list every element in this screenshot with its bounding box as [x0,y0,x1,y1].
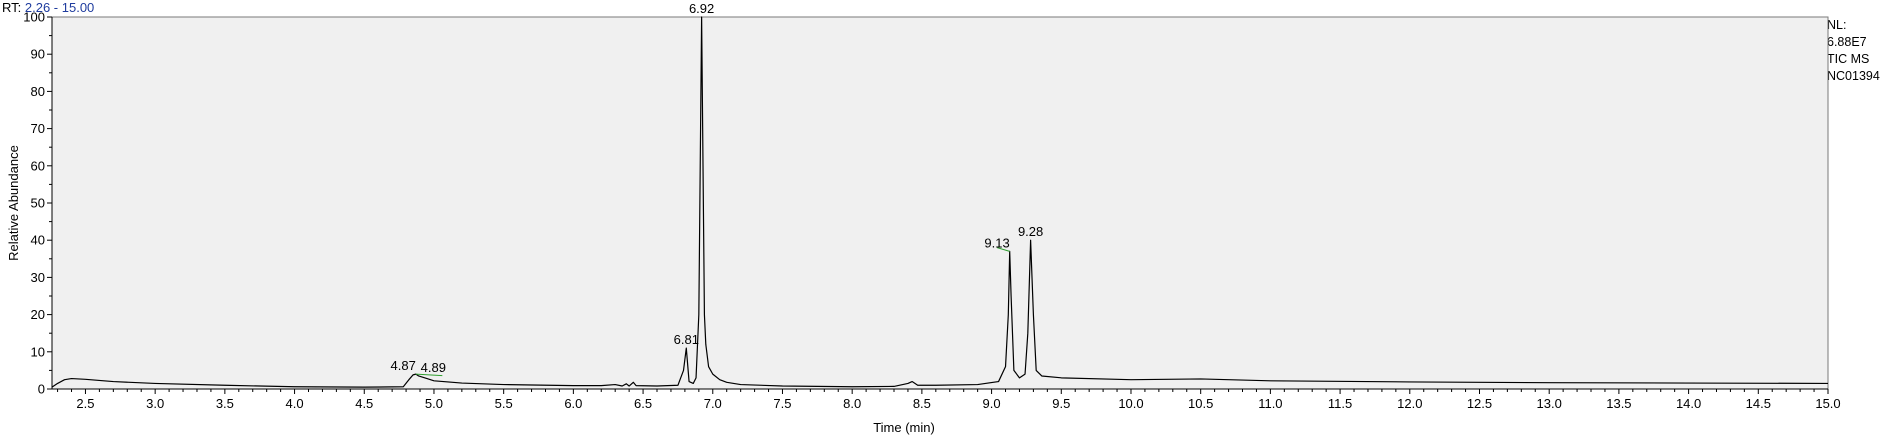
x-tick-label: 11.0 [1258,396,1282,411]
peak-labels: 4.87 4.89 6.81 6.92 9.13 9.28 [391,1,1044,375]
y-tick-label: 20 [31,307,45,322]
peak-label: 9.28 [1018,224,1043,239]
x-tick-label: 9.0 [983,396,1001,411]
x-axis-title: Time (min) [873,420,935,435]
baseline-marker [997,247,1010,252]
y-tick-label: 100 [23,10,45,25]
chromatogram-trace [51,16,1829,388]
y-tick-label: 50 [31,196,45,211]
x-axis: 2.5 3.0 3.5 4.0 4.5 5.0 5.5 6.0 6.5 7.0 7.5 8.0 8.5 9… [52,388,1841,411]
y-tick-label: 40 [31,233,45,248]
y-tick-label: 90 [31,47,45,62]
x-tick-label: 5.0 [425,396,443,411]
baseline-marker [415,373,443,377]
x-tick-label: 14.0 [1676,396,1701,411]
scan-filter: TIC MS [1827,52,1870,66]
peak-label: 6.81 [674,332,699,347]
x-tick-label: 15.0 [1815,396,1840,411]
x-tick-label: 13.5 [1606,396,1631,411]
x-tick-label: 3.0 [146,396,164,411]
x-tick-label: 4.5 [355,396,373,411]
plot-area [51,16,1829,390]
y-tick-label: 70 [31,121,45,136]
y-tick-label: 10 [31,344,45,359]
x-tick-label: 9.5 [1052,396,1070,411]
rt-range-value: 2.26 - 15.00 [24,0,95,15]
x-tick-label: 11.5 [1328,396,1352,411]
x-tick-label: 12.5 [1467,396,1492,411]
rt-prefix: RT: [2,0,22,15]
x-tick-label: 2.5 [76,396,94,411]
peak-label: 4.89 [421,360,446,375]
y-tick-label: 60 [31,158,45,173]
x-tick-label: 14.5 [1746,396,1771,411]
y-tick-label: 80 [31,84,45,99]
peak-label: 6.92 [689,1,714,16]
baseline-markers [415,247,1010,377]
x-tick-label: 5.5 [495,396,513,411]
peak-label: 4.87 [391,358,416,373]
nl-value: 6.88E7 [1827,35,1867,49]
traces [51,16,1829,388]
peak-label: 9.13 [984,235,1009,250]
x-tick-label: 6.5 [634,396,652,411]
x-tick-label: 7.5 [773,396,791,411]
normalization-level-info: NL: 6.88E7 TIC MS NC01394 [1827,17,1880,85]
x-tick-label: 10.5 [1188,396,1213,411]
x-tick-label: 3.5 [216,396,234,411]
y-tick-label: 0 [38,382,45,397]
nl-label: NL: [1827,18,1847,32]
x-tick-label: 4.0 [286,396,304,411]
y-axis: 0 10 20 30 40 50 60 70 80 90 100 [23,10,53,397]
file-name: NC01394 [1827,69,1880,83]
x-tick-label: 6.0 [564,396,582,411]
x-tick-label: 10.0 [1118,396,1143,411]
x-tick-label: 12.0 [1397,396,1422,411]
x-tick-label: 13.0 [1537,396,1562,411]
rt-range-header: RT: 2.26 - 15.00 [2,0,94,15]
y-tick-label: 30 [31,270,45,285]
y-axis-title: Relative Abundance [6,145,21,261]
x-tick-label: 8.0 [843,396,861,411]
x-tick-label: 7.0 [704,396,722,411]
x-tick-label: 8.5 [913,396,931,411]
